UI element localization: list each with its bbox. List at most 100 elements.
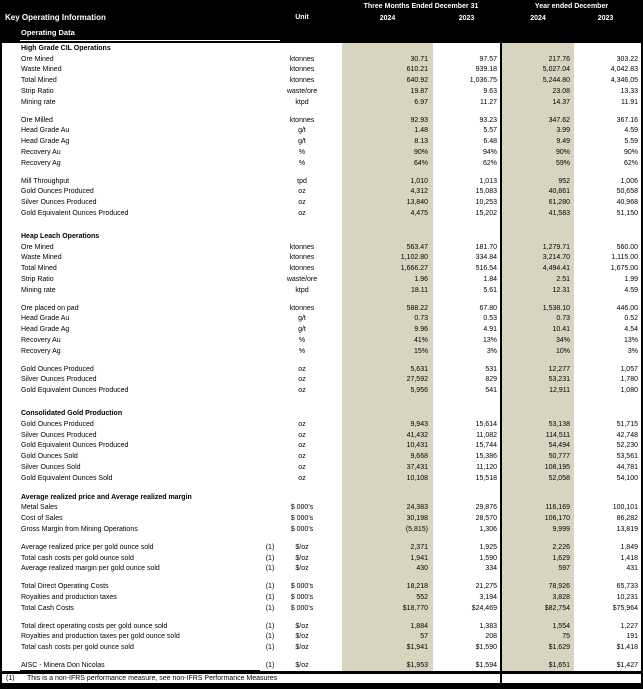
column-gap <box>324 147 342 158</box>
unit-cell: $ 000's <box>290 525 314 533</box>
table-row: AISC - Minera Don Nicolas (1) $/oz $1,953 $1… <box>2 660 641 671</box>
value-q4-2023: 3% <box>486 347 497 355</box>
row-label: Gold Equivalent Ounces Produced <box>21 442 129 450</box>
row-label <box>2 108 260 115</box>
column-divider <box>500 114 502 126</box>
column-divider <box>500 408 502 419</box>
value-q4-2023: 4.91 <box>483 326 497 334</box>
value-q4-2023: 1,013 <box>479 177 497 185</box>
column-divider <box>500 356 502 364</box>
row-label: Total direct operating costs per gold ou… <box>21 622 168 630</box>
value-q4-2024: 1,010 <box>342 175 433 187</box>
value-fy-2023: 54,100 <box>616 474 638 482</box>
value-fy-2023: 100,101 <box>612 504 638 512</box>
row-label: Total cash costs per gold ounce sold <box>21 554 134 562</box>
value-fy-2024: 597 <box>502 563 574 575</box>
column-divider <box>500 483 502 492</box>
value-fy-2023: 1,418 <box>620 554 638 562</box>
column-gap <box>324 603 342 614</box>
section-header-row: Consolidated Gold Production <box>2 408 641 419</box>
footnote-marker-cell <box>260 314 280 325</box>
value-fy-2023: 1,227 <box>620 622 638 630</box>
value-fy-2023: 53,561 <box>616 453 638 461</box>
value-fy-2024 <box>502 574 574 582</box>
value-q4-2023 <box>433 43 500 54</box>
value-fy-2024: 4,494.41 <box>502 263 574 275</box>
column-divider <box>500 491 502 503</box>
value-q4-2023 <box>433 614 500 621</box>
column-gap <box>324 419 342 430</box>
footnote-marker-cell <box>260 115 280 126</box>
value-q4-2023 <box>433 169 500 176</box>
value-fy-2024 <box>502 230 574 242</box>
unit-cell: $ 000's <box>290 593 314 601</box>
value-q4-2024: 18.11 <box>342 284 433 296</box>
value-q4-2023: 1,036.75 <box>469 77 497 85</box>
column-gap <box>324 357 342 364</box>
footnote-marker-cell <box>260 462 280 473</box>
column-gap <box>324 285 342 296</box>
value-fy-2024: 5,027.04 <box>502 64 574 76</box>
value-fy-2023: 11.91 <box>621 98 638 106</box>
column-divider <box>500 53 502 65</box>
column-gap <box>324 208 342 219</box>
table-row: Gold Ounces Produced oz 9,943 15,614 53,138 5… <box>2 418 641 430</box>
unit-cell <box>280 219 324 231</box>
row-label: Mill Throughput <box>21 177 70 185</box>
value-q4-2024: 640.92 <box>342 75 433 87</box>
value-fy-2024: 61,280 <box>502 197 574 209</box>
column-gap <box>324 473 342 484</box>
value-fy-2024: 34% <box>502 335 574 346</box>
column-gap <box>324 54 342 65</box>
row-label <box>2 296 260 303</box>
value-fy-2023: 1,006 <box>620 177 638 185</box>
value-q4-2024 <box>342 491 433 503</box>
column-gap <box>324 115 342 126</box>
value-q4-2024: 1.96 <box>342 274 433 285</box>
value-q4-2023: 21,275 <box>475 583 497 591</box>
footnote-marker-cell <box>260 219 280 231</box>
unit-cell <box>280 614 324 621</box>
value-q4-2024: 4,312 <box>342 186 433 198</box>
column-gap <box>324 176 342 187</box>
value-q4-2024: 30.71 <box>342 53 433 65</box>
column-divider <box>500 218 502 231</box>
column-divider <box>500 440 502 452</box>
unit-cell: g/t <box>298 138 306 146</box>
value-fy-2024: 5,244.80 <box>502 75 574 87</box>
table-row: Ore placed on pad ktonnes 588.22 67.80 1,538… <box>2 302 641 314</box>
value-q4-2024 <box>342 653 433 661</box>
unit-cell <box>280 169 324 176</box>
unit-cell: $/oz <box>295 554 309 562</box>
value-fy-2023: 5.59 <box>624 138 638 146</box>
section-gap-row <box>2 218 641 231</box>
unit-cell: oz <box>298 365 306 373</box>
value-fy-2023: 431 <box>626 565 638 573</box>
table-row: Total Cash Costs (1) $ 000's $18,770 $24,469… <box>2 602 641 614</box>
value-fy-2024 <box>502 356 574 364</box>
column-divider <box>500 552 502 564</box>
table-row: Ore Mined ktonnes 30.71 97.57 217.76 303.22 <box>2 53 641 65</box>
row-label: Total Mined <box>21 77 57 85</box>
value-fy-2024: 54,494 <box>502 440 574 452</box>
section-title: Consolidated Gold Production <box>21 410 123 417</box>
column-divider <box>500 660 502 671</box>
column-gap <box>324 219 342 231</box>
table-row: Gold Equivalent Ounces Sold oz 10,108 15,51… <box>2 472 641 484</box>
row-label: Strip Ratio <box>21 88 54 96</box>
unit-cell: ktonnes <box>289 77 315 85</box>
footnote-separator-line <box>0 671 643 674</box>
footnote-marker-cell <box>260 274 280 285</box>
value-fy-2023: 13% <box>623 337 638 345</box>
column-divider <box>500 563 502 575</box>
value-fy-2023: 62% <box>623 159 638 167</box>
footnote-marker-cell <box>260 296 280 303</box>
value-q4-2023: 67.80 <box>479 304 497 312</box>
value-fy-2024: 114,511 <box>502 429 574 441</box>
footnote-marker-cell: (1) <box>265 554 275 562</box>
value-fy-2023: 1,080 <box>620 387 638 395</box>
unit-cell <box>280 296 324 303</box>
value-fy-2023 <box>574 484 641 492</box>
footnote-marker-cell <box>260 54 280 65</box>
